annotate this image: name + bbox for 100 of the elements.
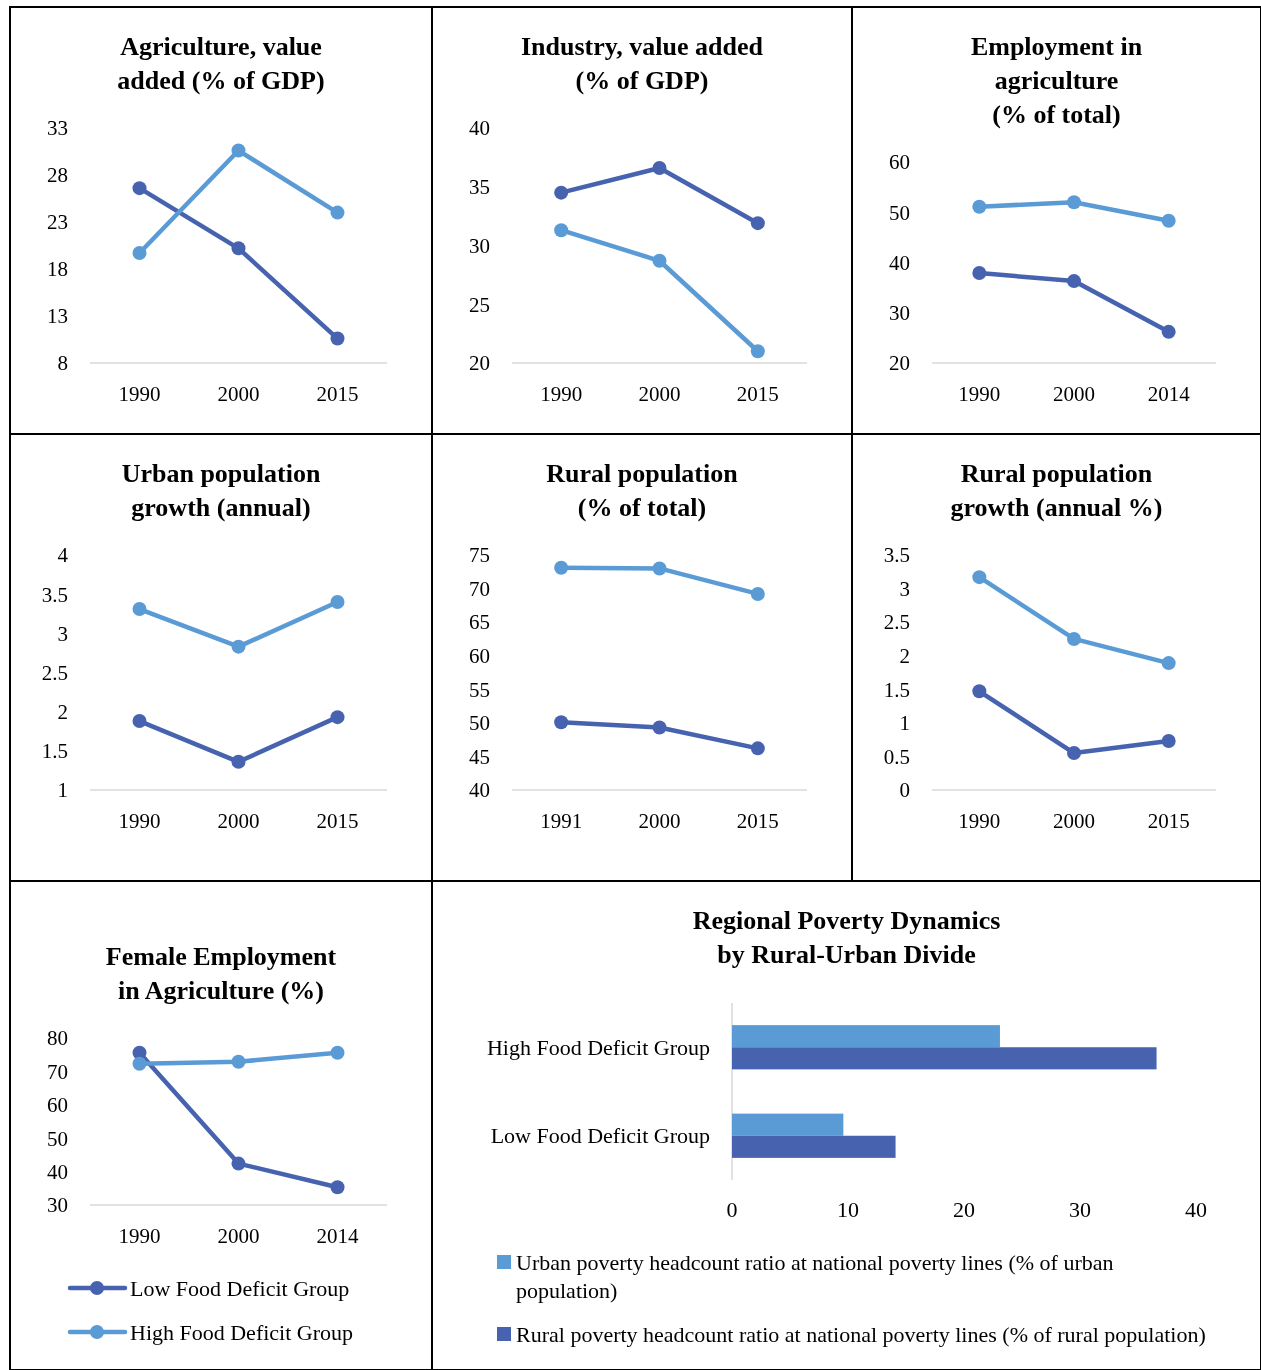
point <box>652 561 667 576</box>
y-tick-label: 4 <box>57 543 69 568</box>
x-tick-label: 2000 <box>217 382 260 406</box>
y-tick-label: 20 <box>889 351 910 376</box>
x-tick-label: 2014 <box>316 1224 359 1248</box>
point <box>554 715 569 730</box>
point <box>231 241 246 256</box>
y-tick-label: 20 <box>469 351 490 376</box>
y-tick-label: 55 <box>469 677 490 702</box>
x-tick-label: 2000 <box>638 382 681 406</box>
y-tick-label: 3 <box>899 576 910 601</box>
x-tick-label: 1990 <box>958 382 1001 406</box>
point <box>330 710 345 725</box>
chart-title: Urban population growth (annual) <box>121 459 321 522</box>
y-tick-label: 8 <box>57 351 68 376</box>
x-tick-label: 2000 <box>1053 809 1095 833</box>
y-tick-label: 60 <box>469 644 490 669</box>
point <box>1161 324 1176 339</box>
y-tick-label: 3.5 <box>41 582 68 607</box>
x-tick-label: 1991 <box>540 809 583 833</box>
y-tick-label: 40 <box>469 778 490 803</box>
point <box>231 1156 246 1171</box>
point <box>132 602 147 617</box>
x-tick-label: 0 <box>726 1197 738 1222</box>
chart-title: Employment in agriculture (% of total) <box>970 32 1143 129</box>
x-tick-label: 2015 <box>736 382 779 406</box>
point <box>972 266 987 281</box>
point <box>132 714 147 729</box>
y-tick-label: 60 <box>47 1093 68 1118</box>
y-tick-label: 2 <box>899 644 910 669</box>
point <box>231 1054 246 1069</box>
x-tick-label: 2015 <box>1147 809 1190 833</box>
y-tick-label: 23 <box>47 210 68 235</box>
x-tick-label: 2014 <box>1147 382 1191 406</box>
x-tick-label: 2015 <box>316 382 359 406</box>
point <box>652 253 667 268</box>
y-tick-label: 2.5 <box>883 610 910 635</box>
y-tick-label: 65 <box>469 610 490 635</box>
point <box>1067 195 1081 210</box>
y-tick-label: 0.5 <box>883 744 910 769</box>
x-tick-label: 1990 <box>540 382 583 406</box>
x-tick-label: 2000 <box>638 809 681 833</box>
chart-title: Female Employment in Agriculture (%) <box>105 942 337 1005</box>
y-tick-label: 25 <box>469 292 490 317</box>
chart-title: Industry, value added (% of GDP) <box>520 32 764 95</box>
point <box>554 185 569 200</box>
point <box>132 181 147 196</box>
bar <box>732 1113 844 1136</box>
point <box>1067 631 1081 646</box>
x-tick-label: 40 <box>1185 1197 1207 1222</box>
legend-label: High Food Deficit Group <box>130 1319 354 1345</box>
x-tick-label: 1990 <box>118 809 161 833</box>
point <box>750 216 765 231</box>
bar <box>732 1025 1000 1048</box>
x-tick-label: 2015 <box>736 809 779 833</box>
chart-title: Agriculture, value added (% of GDP) <box>117 32 325 95</box>
y-tick-label: 30 <box>889 301 910 326</box>
point <box>554 223 569 238</box>
y-tick-label: 60 <box>889 150 910 175</box>
y-tick-label: 1.5 <box>883 677 910 702</box>
y-tick-label: 13 <box>47 304 68 329</box>
y-tick-label: 18 <box>47 257 68 282</box>
point <box>1067 274 1081 289</box>
point <box>554 560 569 575</box>
chart-title: Rural population growth (annual %) <box>950 459 1163 522</box>
point <box>972 684 987 699</box>
point <box>330 205 345 220</box>
y-tick-label: 1 <box>57 778 68 803</box>
chart-title: Rural population (% of total) <box>546 459 739 522</box>
y-tick-label: 40 <box>47 1159 68 1184</box>
x-tick-label: 1990 <box>118 382 161 406</box>
x-tick-label: 1990 <box>958 809 1001 833</box>
x-tick-label: 20 <box>953 1197 975 1222</box>
point <box>652 160 667 175</box>
point <box>750 344 765 359</box>
x-tick-label: 2000 <box>1053 382 1095 406</box>
x-tick-label: 10 <box>837 1197 859 1222</box>
y-tick-label: 1.5 <box>41 739 68 764</box>
point <box>1067 746 1081 761</box>
y-tick-label: 40 <box>469 116 490 141</box>
bar <box>732 1047 1157 1070</box>
legend-label: Low Food Deficit Group <box>130 1275 350 1301</box>
y-tick-label: 50 <box>47 1126 68 1151</box>
point <box>972 570 987 585</box>
point <box>132 246 147 261</box>
y-tick-label: 50 <box>889 200 910 225</box>
y-tick-label: 45 <box>469 744 490 769</box>
y-tick-label: 2.5 <box>41 660 68 685</box>
point <box>652 720 667 735</box>
point <box>972 199 987 214</box>
point <box>231 754 246 769</box>
y-tick-label: 0 <box>899 778 910 803</box>
point <box>231 143 246 158</box>
y-tick-label: 70 <box>469 576 490 601</box>
x-tick-label: 1990 <box>118 1224 161 1248</box>
y-tick-label: 3.5 <box>883 543 910 568</box>
y-tick-label: 2 <box>57 700 68 725</box>
y-tick-label: 3 <box>57 621 68 646</box>
chart-title: Regional Poverty Dynamics by Rural-Urban Divide <box>692 906 1001 969</box>
y-tick-label: 70 <box>47 1059 68 1084</box>
